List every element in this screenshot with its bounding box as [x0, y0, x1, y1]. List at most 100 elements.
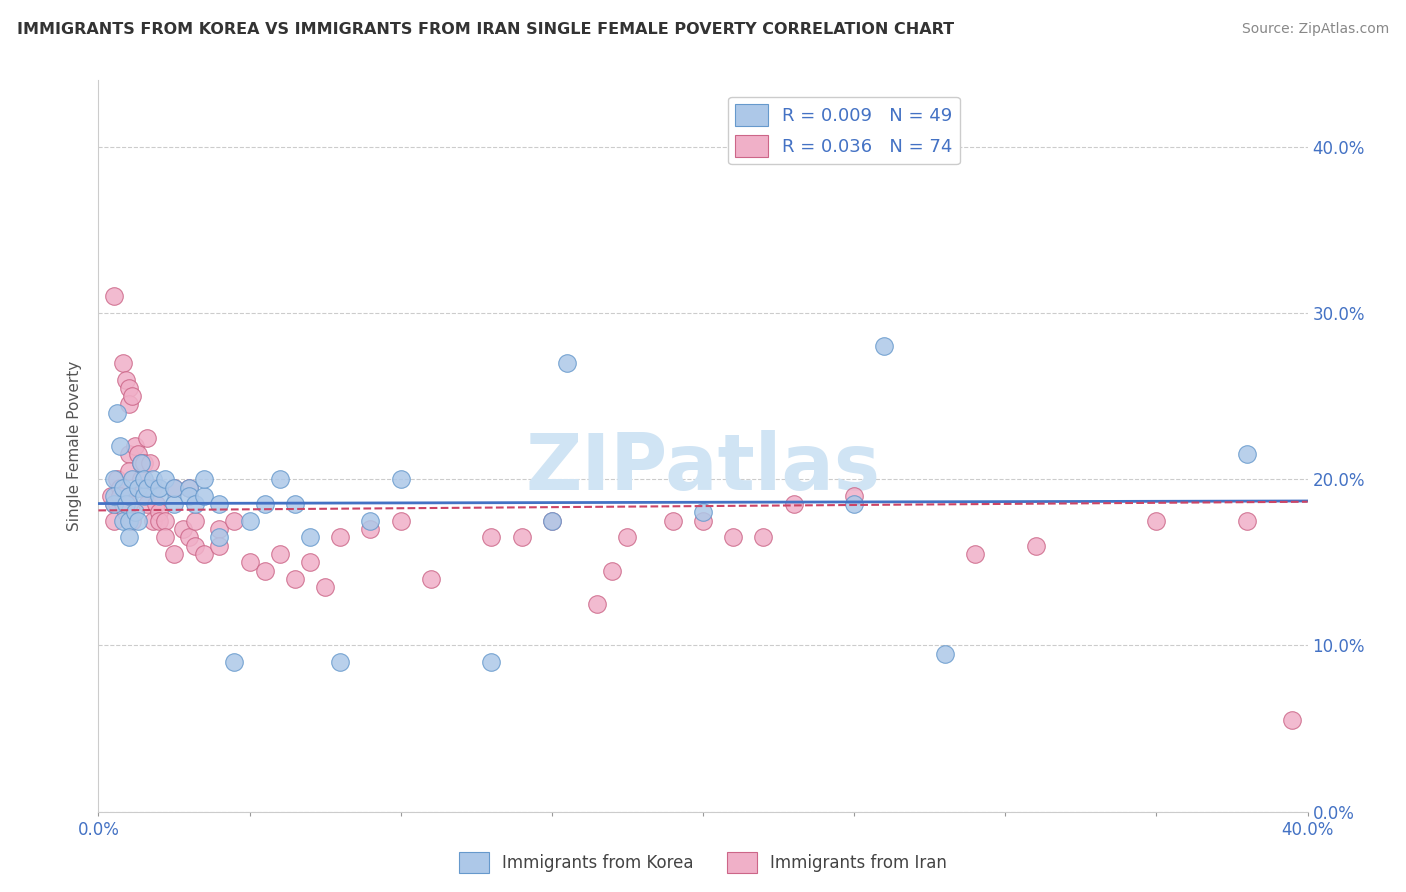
Point	[148, 514, 170, 528]
Point	[118, 530, 141, 544]
Point	[127, 514, 149, 528]
Point	[118, 489, 141, 503]
Point	[752, 530, 775, 544]
Point	[540, 514, 562, 528]
Point	[121, 389, 143, 403]
Point	[118, 381, 141, 395]
Point	[163, 547, 186, 561]
Point	[586, 597, 609, 611]
Point	[103, 497, 125, 511]
Point	[692, 506, 714, 520]
Point	[129, 472, 152, 486]
Point	[661, 514, 683, 528]
Point	[193, 472, 215, 486]
Point	[1144, 514, 1167, 528]
Point	[114, 506, 136, 520]
Point	[135, 497, 157, 511]
Point	[108, 439, 131, 453]
Point	[389, 514, 412, 528]
Point	[127, 481, 149, 495]
Point	[555, 356, 578, 370]
Point	[103, 472, 125, 486]
Point	[284, 572, 307, 586]
Point	[360, 522, 382, 536]
Point	[103, 514, 125, 528]
Point	[193, 489, 215, 503]
Point	[148, 481, 170, 495]
Point	[329, 530, 352, 544]
Legend: Immigrants from Korea, Immigrants from Iran: Immigrants from Korea, Immigrants from I…	[453, 846, 953, 880]
Point	[153, 530, 176, 544]
Point	[481, 655, 503, 669]
Point	[844, 489, 866, 503]
Point	[118, 447, 141, 461]
Point	[127, 447, 149, 461]
Point	[153, 514, 176, 528]
Point	[314, 580, 336, 594]
Y-axis label: Single Female Poverty: Single Female Poverty	[67, 361, 83, 531]
Point	[420, 572, 443, 586]
Point	[100, 489, 122, 503]
Point	[179, 489, 201, 503]
Point	[193, 547, 215, 561]
Point	[105, 472, 128, 486]
Point	[132, 489, 155, 503]
Point	[132, 456, 155, 470]
Point	[284, 497, 307, 511]
Point	[118, 497, 141, 511]
Point	[389, 472, 412, 486]
Point	[142, 481, 165, 495]
Point	[114, 372, 136, 386]
Point	[1236, 447, 1258, 461]
Point	[329, 655, 352, 669]
Point	[208, 522, 231, 536]
Point	[121, 472, 143, 486]
Point	[163, 497, 186, 511]
Point	[184, 514, 207, 528]
Point	[179, 481, 201, 495]
Point	[103, 497, 125, 511]
Point	[132, 472, 155, 486]
Point	[510, 530, 533, 544]
Point	[108, 481, 131, 495]
Point	[135, 481, 157, 495]
Point	[105, 406, 128, 420]
Point	[239, 514, 262, 528]
Point	[129, 456, 152, 470]
Point	[934, 647, 956, 661]
Point	[253, 497, 276, 511]
Point	[1236, 514, 1258, 528]
Point	[184, 497, 207, 511]
Point	[121, 514, 143, 528]
Point	[253, 564, 276, 578]
Point	[602, 564, 624, 578]
Text: ZIPatlas: ZIPatlas	[526, 430, 880, 506]
Point	[142, 472, 165, 486]
Point	[108, 489, 131, 503]
Point	[148, 489, 170, 503]
Point	[124, 439, 146, 453]
Point	[103, 489, 125, 503]
Point	[873, 339, 896, 353]
Point	[269, 547, 291, 561]
Point	[124, 506, 146, 520]
Point	[179, 530, 201, 544]
Point	[114, 497, 136, 511]
Point	[224, 655, 246, 669]
Point	[118, 397, 141, 411]
Point	[692, 514, 714, 528]
Point	[103, 289, 125, 303]
Point	[132, 481, 155, 495]
Point	[172, 522, 194, 536]
Point	[153, 472, 176, 486]
Legend: R = 0.009   N = 49, R = 0.036   N = 74: R = 0.009 N = 49, R = 0.036 N = 74	[728, 96, 960, 164]
Point	[163, 481, 186, 495]
Point	[481, 530, 503, 544]
Point	[118, 464, 141, 478]
Point	[105, 497, 128, 511]
Point	[111, 497, 134, 511]
Point	[299, 555, 322, 569]
Point	[135, 431, 157, 445]
Point	[111, 356, 134, 370]
Point	[208, 530, 231, 544]
